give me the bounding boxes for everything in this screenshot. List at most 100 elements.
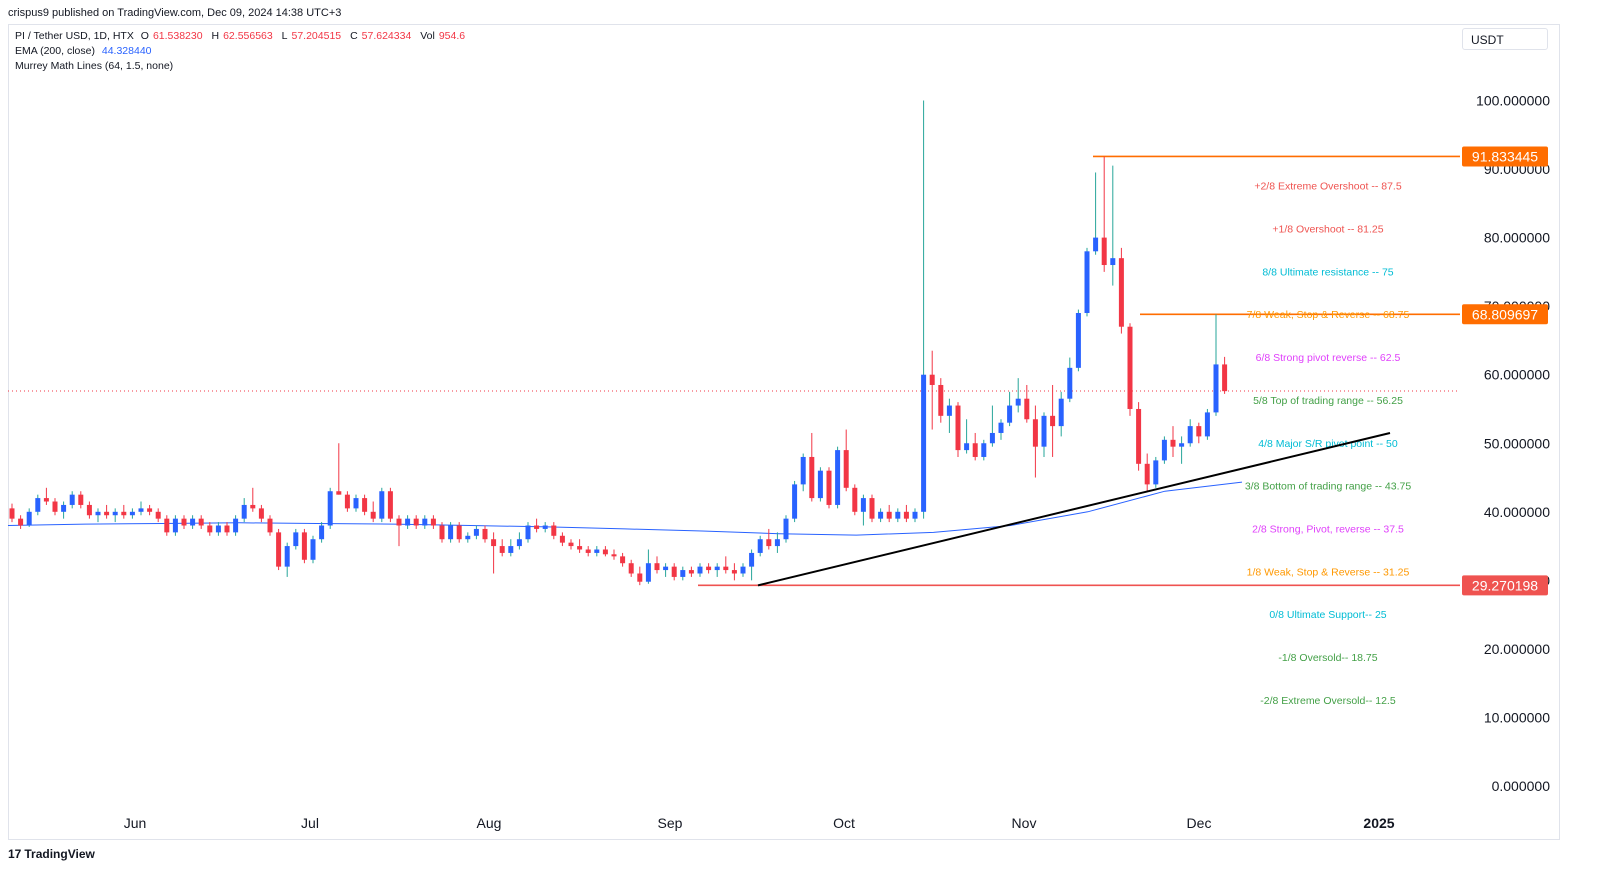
- candle-body-90: [783, 518, 789, 540]
- tradingview-logo[interactable]: 17 TradingView: [8, 847, 95, 861]
- candle-body-16: [147, 508, 153, 512]
- candle-body-117: [1015, 398, 1021, 406]
- candle-body-134: [1161, 439, 1167, 461]
- candle-body-91: [792, 484, 798, 519]
- y-tick-9: 10.000000: [1484, 709, 1550, 725]
- murrey-label[interactable]: Murrey Math Lines (64, 1.5, none): [15, 60, 174, 72]
- currency-selector[interactable]: USDT: [1462, 28, 1548, 50]
- publisher-line: crispus9 published on TradingView.com, D…: [8, 7, 342, 19]
- candle-body-138: [1196, 426, 1202, 437]
- candle-body-41: [362, 498, 368, 512]
- murrey-label-2: 8/8 Ultimate resistance -- 75: [1262, 266, 1393, 278]
- candle-body-77: [671, 566, 677, 577]
- candle-body-23: [207, 525, 213, 533]
- candle-body-54: [473, 528, 479, 536]
- ohlc-open-key: O: [140, 30, 149, 42]
- murrey-label-3: 7/8 Weak, Stop & Reverse -- 68.75: [1247, 309, 1410, 321]
- candle-body-78: [680, 570, 686, 577]
- candle-body-3: [35, 498, 41, 512]
- ema-value: 44.328440: [101, 45, 152, 57]
- symbol-label[interactable]: PI / Tether USD, 1D, HTX: [15, 30, 134, 42]
- candle-body-24: [215, 525, 221, 533]
- x-tick-5: Nov: [1012, 815, 1037, 831]
- candle-body-26: [233, 518, 239, 533]
- candle-body-139: [1204, 412, 1210, 437]
- candle-body-21: [190, 518, 196, 526]
- candle-body-44: [387, 491, 393, 519]
- candle-body-35: [310, 539, 316, 560]
- candle-body-55: [482, 528, 488, 540]
- candle-body-123: [1067, 367, 1073, 399]
- candle-body-61: [534, 525, 540, 529]
- candle-body-60: [525, 525, 531, 540]
- price-badge-0: [1462, 146, 1548, 167]
- candle-body-49: [430, 518, 436, 526]
- candle-body-33: [293, 532, 299, 547]
- candle-body-132: [1144, 463, 1150, 485]
- candle-body-46: [405, 518, 411, 526]
- candle-body-124: [1075, 313, 1081, 368]
- y-tick-5: 50.000000: [1484, 435, 1550, 451]
- candle-body-141: [1222, 364, 1228, 392]
- ohlc-close-value: 57.624334: [361, 30, 412, 42]
- candle-body-12: [112, 511, 118, 516]
- candle-body-64: [559, 535, 565, 543]
- candle-body-102: [886, 511, 892, 519]
- y-tick-0: 100.000000: [1476, 93, 1550, 109]
- ema-200-line: [7, 481, 1243, 536]
- candle-body-136: [1179, 443, 1185, 447]
- candle-body-126: [1093, 237, 1099, 252]
- murrey-label-8: 2/8 Strong, Pivot, reverse -- 37.5: [1252, 523, 1404, 535]
- ohlc-low-value: 57.204515: [291, 30, 342, 42]
- candle-body-76: [663, 566, 669, 571]
- candle-body-43: [379, 491, 385, 519]
- tradingview-logo-text: TradingView: [24, 847, 95, 861]
- candle-body-31: [276, 532, 282, 567]
- candle-body-93: [809, 456, 815, 499]
- candle-body-18: [164, 518, 170, 533]
- x-tick-3: Sep: [658, 815, 683, 831]
- candle-body-65: [568, 542, 574, 547]
- candle-body-6: [61, 504, 67, 512]
- candle-body-52: [456, 525, 462, 540]
- price-badge-text-1: 68.809697: [1472, 306, 1538, 322]
- candle-body-39: [344, 494, 350, 509]
- candle-body-100: [869, 498, 875, 519]
- candle-body-66: [577, 546, 583, 550]
- ohlc-open-value: 61.538230: [152, 30, 203, 42]
- candle-body-115: [998, 422, 1004, 433]
- candle-body-7: [69, 494, 75, 505]
- candle-body-131: [1136, 408, 1142, 464]
- candle-body-38: [336, 491, 342, 495]
- candle-body-112: [972, 443, 978, 457]
- y-tick-10: 0.000000: [1492, 778, 1551, 794]
- candle-body-1: [18, 518, 24, 526]
- candle-body-116: [1007, 405, 1013, 423]
- candle-body-56: [491, 539, 497, 547]
- candle-body-27: [241, 504, 247, 519]
- candle-body-89: [774, 539, 780, 547]
- candle-body-140: [1213, 364, 1219, 413]
- candle-body-104: [903, 511, 909, 519]
- candle-body-53: [465, 535, 471, 540]
- ema-label[interactable]: EMA (200, close): [15, 45, 95, 57]
- candle-body-118: [1024, 398, 1030, 420]
- candle-body-47: [413, 518, 419, 526]
- murrey-label-5: 5/8 Top of trading range -- 56.25: [1253, 395, 1403, 407]
- candle-body-88: [766, 539, 772, 547]
- candle-body-15: [138, 508, 144, 512]
- candle-body-70: [611, 554, 617, 557]
- legend-symbol-row: PI / Tether USD, 1D, HTX O 61.538230 H 62.…: [15, 30, 471, 42]
- candle-body-51: [448, 525, 454, 540]
- candle-body-94: [817, 470, 823, 499]
- candle-body-92: [800, 456, 806, 485]
- candle-body-110: [955, 405, 961, 451]
- candle-body-9: [86, 504, 92, 516]
- candle-body-106: [921, 374, 927, 512]
- volume-value: 954.6: [438, 30, 466, 42]
- candle-body-72: [628, 563, 634, 574]
- price-badge-1: [1462, 304, 1548, 325]
- candle-body-137: [1187, 426, 1193, 444]
- x-tick-7: 2025: [1363, 815, 1394, 831]
